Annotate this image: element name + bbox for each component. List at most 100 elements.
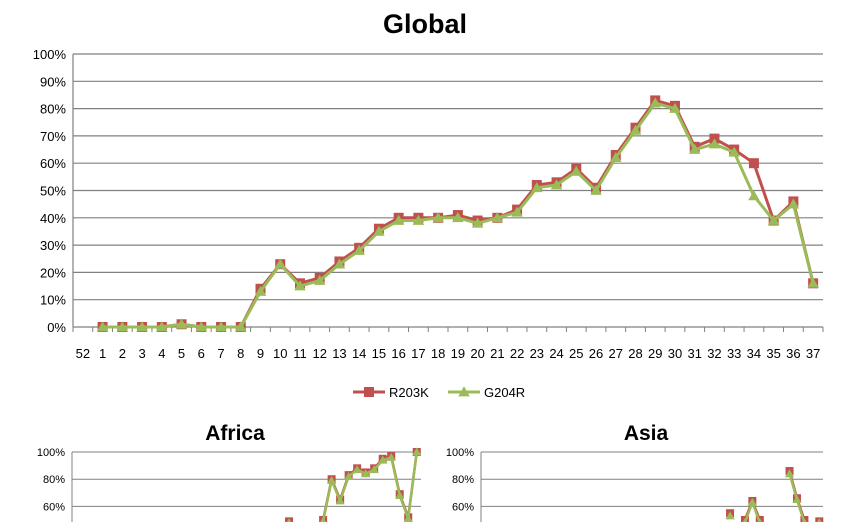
asia-g204r-point (802, 518, 807, 522)
y-tick-label: 80% (452, 474, 474, 486)
x-tick-label: 4 (158, 346, 165, 361)
africa-g204r-point (320, 516, 327, 522)
y-tick-label: 80% (43, 474, 65, 486)
africa-g204r-point (361, 469, 371, 478)
x-tick-label: 13 (332, 346, 346, 361)
asia-g204r-point (792, 495, 802, 504)
global-g204r-point (728, 146, 740, 157)
global-g204r-point (471, 217, 484, 228)
x-tick-label: 7 (217, 346, 224, 361)
global-g204r-point (511, 206, 523, 217)
x-tick-label: 28 (628, 346, 642, 361)
global-g204r-point (254, 285, 267, 296)
y-tick-label: 0% (47, 320, 66, 335)
asia-g204r-point (784, 469, 795, 478)
y-tick-label: 90% (40, 74, 66, 89)
global-g204r-point (531, 182, 543, 193)
global-g204r-point (649, 97, 661, 108)
y-tick-label: 100% (37, 447, 65, 459)
legend-entry: G204R (484, 385, 525, 400)
africa-g204r-point (395, 490, 405, 499)
global-g204r-point (610, 151, 622, 163)
global-g204r-point (392, 214, 405, 225)
global-g204r-point (156, 321, 168, 332)
x-tick-label: 8 (237, 346, 244, 361)
global-g204r-point (353, 244, 365, 255)
chart-title: Global (383, 9, 467, 39)
africa-g204r-point (403, 514, 413, 522)
africa-g204r-point (378, 455, 388, 464)
x-tick-label: 30 (668, 346, 682, 361)
global-g204r-point (215, 321, 227, 332)
africa-g204r-point (412, 447, 422, 456)
x-tick-label: 10 (273, 346, 287, 361)
x-tick-label: 6 (198, 346, 205, 361)
asia-g204r-point (757, 518, 763, 522)
x-tick-label: 12 (312, 346, 326, 361)
x-tick-label: 31 (687, 346, 701, 361)
asia-g204r-point (725, 511, 735, 520)
x-tick-label: 1 (99, 346, 106, 361)
legend-swatch-marker (458, 386, 470, 397)
x-tick-label: 14 (352, 346, 366, 361)
global-g204r-point (748, 190, 760, 201)
global-r203k-point (748, 158, 759, 169)
y-tick-label: 100% (446, 447, 474, 459)
global-g204r-point (333, 258, 346, 269)
x-tick-label: 20 (470, 346, 484, 361)
africa-g204r-point (286, 518, 292, 522)
x-tick-label: 27 (609, 346, 623, 361)
africa-g204r-point (369, 465, 379, 474)
africa-g204r-point (335, 496, 345, 505)
legend-entry: R203K (389, 385, 429, 400)
global-g204r-point (452, 212, 464, 223)
global-g204r-point (235, 321, 247, 332)
asia-g204r-point (742, 518, 748, 522)
y-tick-label: 40% (40, 211, 66, 226)
legend-swatch-marker (364, 387, 374, 397)
x-tick-label: 52 (76, 346, 90, 361)
global-g204r-point (550, 179, 563, 190)
x-tick-label: 21 (490, 346, 504, 361)
x-tick-label: 19 (451, 346, 465, 361)
africa-g204r-point (386, 452, 396, 461)
global-g204r-point (136, 321, 148, 332)
x-tick-label: 22 (510, 346, 524, 361)
x-tick-label: 32 (707, 346, 721, 361)
x-tick-label: 17 (411, 346, 425, 361)
x-tick-label: 5 (178, 346, 185, 361)
x-tick-label: 9 (257, 346, 264, 361)
x-tick-label: 25 (569, 346, 583, 361)
global-g204r-point (175, 318, 188, 329)
x-tick-label: 23 (530, 346, 544, 361)
x-tick-label: 16 (391, 346, 405, 361)
x-tick-label: 18 (431, 346, 445, 361)
x-tick-label: 35 (766, 346, 780, 361)
global-g204r-point (767, 214, 780, 225)
global-g204r-point (570, 165, 583, 176)
global-g204r-point (294, 280, 306, 291)
global-g204r-point (590, 184, 602, 195)
asia-g204r-point (817, 518, 822, 522)
global-g204r-point (412, 214, 425, 225)
x-tick-label: 24 (549, 346, 563, 361)
x-tick-label: 3 (138, 346, 145, 361)
global-g204r-point (708, 138, 721, 149)
africa-r203k-line (321, 451, 418, 521)
global-g204r-point (688, 143, 701, 154)
y-tick-label: 80% (40, 102, 66, 117)
x-tick-label: 36 (786, 346, 800, 361)
global-g204r-point (116, 321, 129, 332)
global-g204r-point (787, 198, 800, 209)
africa-g204r-point (344, 471, 354, 480)
x-tick-label: 37 (806, 346, 820, 361)
y-tick-label: 60% (43, 501, 65, 513)
chart-title: Africa (205, 422, 265, 445)
y-tick-label: 60% (452, 501, 474, 513)
x-tick-label: 26 (589, 346, 603, 361)
x-tick-label: 15 (372, 346, 386, 361)
x-tick-label: 11 (293, 346, 307, 361)
global-g204r-point (629, 124, 642, 135)
x-tick-label: 2 (119, 346, 126, 361)
